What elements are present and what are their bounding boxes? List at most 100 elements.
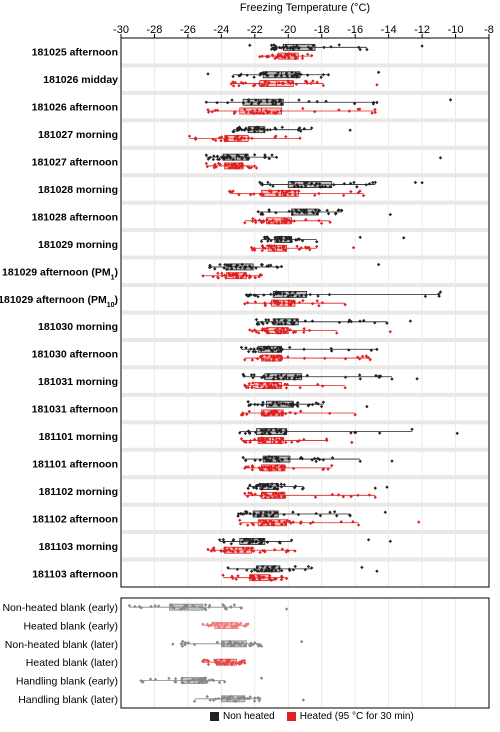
- data-point: [289, 538, 294, 542]
- data-point: [234, 163, 238, 168]
- data-point: [265, 218, 269, 222]
- data-point: [258, 347, 262, 351]
- data-point: [225, 101, 230, 105]
- data-point: [280, 411, 285, 415]
- data-point: [374, 373, 378, 378]
- data-point: [315, 240, 319, 244]
- data-point: [265, 520, 269, 524]
- data-point: [267, 110, 272, 114]
- data-point: [293, 72, 297, 77]
- data-point: [254, 317, 259, 322]
- data-point: [266, 522, 270, 527]
- data-point: [358, 377, 362, 381]
- data-point: [349, 189, 353, 194]
- data-point: [309, 53, 314, 58]
- blank-label: Handling blank (early): [16, 676, 118, 688]
- data-point: [243, 358, 247, 362]
- data-point: [244, 110, 249, 114]
- data-point: [212, 163, 217, 168]
- data-point: [304, 217, 308, 222]
- data-point: [253, 350, 258, 354]
- data-point: [313, 183, 317, 188]
- data-point: [366, 538, 371, 542]
- row-label-text: 181030 afternoon: [32, 349, 118, 361]
- data-point: [242, 538, 247, 543]
- blank-group: [201, 621, 250, 630]
- data-point: [229, 273, 233, 278]
- data-point: [265, 83, 269, 87]
- data-point: [257, 81, 262, 86]
- data-point: [180, 606, 185, 610]
- data-point: [287, 567, 292, 571]
- data-point: [260, 211, 264, 215]
- data-point: [206, 662, 211, 667]
- data-point: [281, 376, 286, 381]
- data-point: [277, 412, 281, 417]
- data-point: [304, 79, 309, 84]
- data-point: [438, 156, 443, 160]
- data-point: [233, 625, 237, 629]
- data-point: [269, 244, 273, 248]
- data-point: [373, 495, 377, 500]
- data-point: [248, 540, 253, 545]
- data-point: [413, 180, 418, 185]
- data-point: [277, 459, 281, 464]
- data-point: [282, 520, 287, 524]
- data-point: [353, 430, 357, 435]
- data-point: [294, 82, 299, 87]
- data-point: [210, 110, 214, 114]
- data-point: [241, 372, 245, 377]
- data-point: [239, 606, 244, 610]
- data-point: [265, 264, 269, 268]
- data-point: [237, 154, 242, 159]
- data-point: [218, 162, 222, 167]
- data-point: [288, 303, 292, 308]
- data-point: [205, 164, 209, 169]
- data-point: [281, 82, 285, 86]
- data-point: [300, 54, 305, 58]
- data-point: [275, 193, 279, 197]
- data-point: [274, 245, 279, 250]
- heated-group: [229, 79, 379, 88]
- data-point: [263, 246, 267, 250]
- data-point: [212, 154, 216, 158]
- data-point: [284, 134, 288, 139]
- row-label-text: 181025 afternoon: [32, 47, 118, 59]
- data-point: [180, 678, 184, 683]
- data-point: [261, 564, 265, 569]
- data-point: [288, 402, 292, 406]
- data-point: [278, 246, 282, 250]
- data-point: [259, 493, 264, 498]
- data-point: [390, 459, 394, 463]
- data-point: [206, 72, 210, 76]
- row-label: 181031 afternoon: [32, 404, 118, 416]
- data-point: [262, 385, 267, 390]
- data-point: [307, 245, 311, 250]
- data-point: [269, 354, 274, 359]
- data-point: [275, 299, 279, 303]
- data-point: [206, 157, 211, 161]
- row-label-text: 181029 afternoon (PM: [2, 266, 111, 278]
- data-point: [267, 189, 272, 193]
- row-separator-bands: [122, 63, 488, 562]
- data-point: [252, 699, 257, 703]
- data-point: [284, 402, 289, 407]
- data-point: [268, 412, 272, 416]
- data-point: [237, 127, 241, 132]
- data-point: [244, 385, 249, 390]
- data-point: [283, 374, 288, 379]
- data-point: [278, 300, 282, 305]
- data-point: [264, 318, 268, 322]
- row-separator: [122, 173, 488, 178]
- data-point: [294, 208, 298, 212]
- data-point: [227, 166, 231, 170]
- data-point: [291, 74, 296, 78]
- data-point: [262, 82, 267, 87]
- data-point: [229, 621, 234, 625]
- data-point: [260, 431, 264, 436]
- data-point: [348, 514, 352, 518]
- row-separator: [122, 228, 488, 233]
- data-point: [248, 193, 253, 197]
- data-point: [254, 330, 259, 334]
- data-point: [223, 623, 228, 627]
